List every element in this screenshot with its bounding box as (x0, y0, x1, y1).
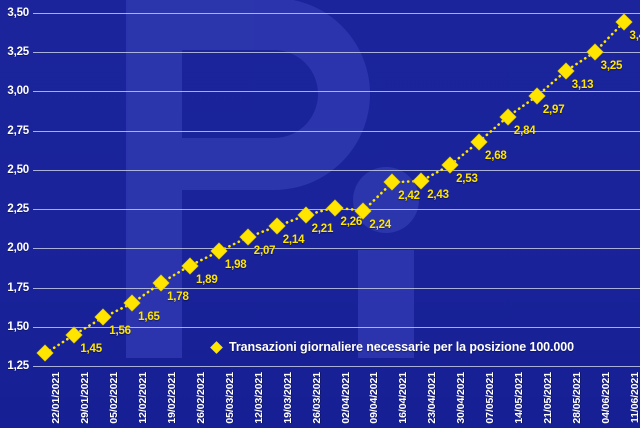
y-axis-tick-label: 1,75 (7, 281, 29, 294)
data-point-label: 1,78 (167, 290, 189, 303)
y-axis-tick-label: 3,00 (7, 85, 29, 98)
x-axis-tick-label: 04/06/2021 (599, 372, 612, 424)
gridline (33, 287, 640, 289)
y-axis-tick-label: 2,75 (7, 124, 29, 137)
y-axis-tick-label: 2,50 (7, 163, 29, 176)
x-axis-tick-label: 26/02/2021 (194, 372, 207, 424)
x-axis-tick-label: 02/04/2021 (339, 372, 352, 424)
y-axis-tick-label: 1,25 (7, 360, 29, 372)
data-point-label: 2,07 (253, 245, 276, 258)
data-point-marker (500, 108, 516, 125)
x-axis-tick-label: 21/05/2021 (541, 372, 554, 424)
x-axis-tick-label: 22/01/2021 (50, 372, 63, 424)
x-axis-tick-label: 07/05/2021 (484, 372, 497, 424)
data-point-marker (240, 229, 256, 246)
data-point-marker (326, 199, 343, 216)
y-axis-tick-label: 3,25 (7, 46, 29, 59)
x-axis-tick-label: 12/02/2021 (137, 372, 150, 424)
y-axis-tick-label: 3,50 (7, 7, 29, 19)
x-axis-tick-label: 11/06/2021 (628, 372, 640, 423)
data-point-label: 2,53 (456, 173, 478, 186)
data-point-label: 1,89 (195, 273, 218, 286)
x-axis-ticks: 22/01/2021 29/01/2021 05/02/2021 12/02/2021… (33, 372, 640, 428)
data-point-label: 3,25 (600, 60, 623, 73)
data-point-marker (615, 14, 632, 31)
plot-area: 3,50 3,25 3,00 2,75 2,50 2,25 2,00 1,75 1,50 1,25… (7, 0, 640, 380)
data-point-marker (182, 257, 198, 274)
data-point-label: 2,97 (542, 104, 565, 117)
gridline (33, 248, 640, 250)
data-point-marker (95, 309, 112, 326)
gridline (33, 91, 640, 93)
x-axis-tick-label: 12/03/2021 (252, 372, 265, 424)
gridline (33, 169, 640, 171)
y-axis-tick-label: 1,50 (7, 320, 29, 333)
x-axis-tick-label: 05/03/2021 (223, 372, 236, 424)
data-point-marker (211, 243, 227, 260)
data-point-label: 1,65 (138, 311, 160, 324)
data-point-marker (66, 326, 83, 343)
x-axis-tick-label: 29/01/2021 (79, 372, 92, 424)
data-point-label: 2,68 (485, 149, 507, 162)
x-axis-tick-label: 28/05/2021 (570, 372, 583, 424)
data-point-label: 1,56 (109, 325, 131, 338)
x-axis-tick-label: 05/02/2021 (108, 372, 121, 424)
x-axis-tick-label: 14/05/2021 (512, 372, 525, 424)
gridline (33, 130, 640, 132)
x-axis-tick-label: 19/02/2021 (166, 372, 179, 424)
y-axis-tick-label: 2,00 (7, 242, 29, 255)
data-point-label: 2,42 (398, 190, 420, 203)
data-point-label: 2,84 (513, 124, 536, 137)
data-point-marker (268, 218, 285, 235)
data-point-marker (586, 44, 603, 60)
x-axis-tick-label: 26/03/2021 (310, 372, 323, 424)
data-point-marker (557, 63, 574, 79)
x-axis-tick-label: 16/04/2021 (397, 372, 410, 424)
data-point-label: 1,45 (80, 342, 102, 355)
data-point-label: 2,43 (427, 188, 449, 201)
x-axis-tick-label: 23/04/2021 (426, 372, 439, 424)
data-point-label: 2,24 (369, 218, 391, 231)
data-point-label: 1,98 (224, 259, 247, 272)
gridline (33, 366, 640, 367)
legend-diamond-icon (210, 340, 223, 354)
data-point-label: 2,21 (311, 223, 334, 236)
x-axis-tick-label: 30/04/2021 (455, 372, 468, 424)
legend-item-label: Transazioni giornaliere necessarie per l… (229, 340, 574, 354)
data-point-label: 3,13 (571, 79, 594, 92)
gridline (33, 52, 640, 54)
data-point-label: 3,44 (629, 30, 640, 43)
data-point-marker (124, 295, 140, 312)
data-point-marker (384, 174, 401, 191)
data-point-marker (471, 133, 487, 150)
y-axis-tick-label: 2,25 (7, 203, 29, 216)
chart-legend: Transazioni giornaliere necessarie per l… (210, 340, 574, 354)
data-point-label: 2,14 (282, 234, 305, 247)
x-axis-tick-label: 09/04/2021 (368, 372, 381, 424)
data-point-marker (413, 173, 429, 189)
data-point-label: 2,26 (340, 215, 363, 228)
series-line-layer (33, 0, 640, 380)
gridline (33, 13, 640, 14)
x-axis-tick-label: 19/03/2021 (281, 372, 294, 424)
data-point-marker (37, 345, 54, 362)
